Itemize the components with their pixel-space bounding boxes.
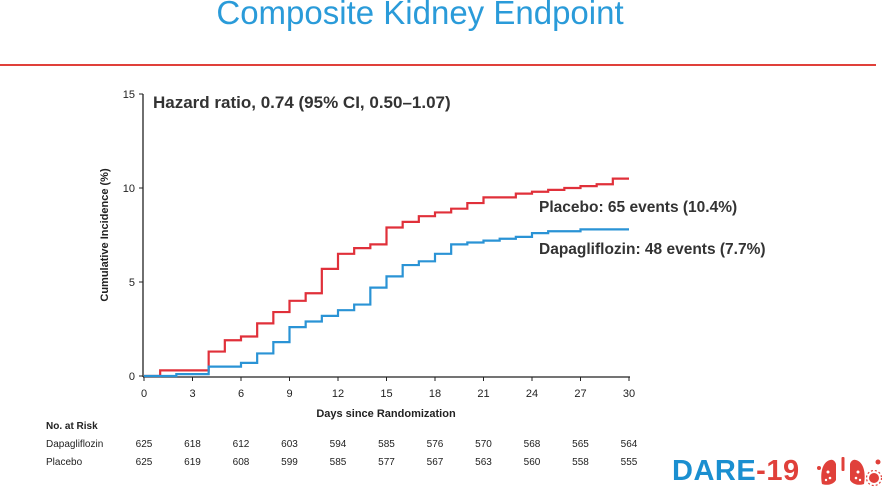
hazard-ratio-annotation: Hazard ratio, 0.74 (95% CI, 0.50–1.07)	[153, 93, 451, 112]
risk-cell: 564	[620, 439, 638, 450]
risk-cell: 560	[523, 457, 541, 468]
km-chart: 0 5 10 15 0 3 6 9 12 15 18 21 24 27 30 Hazard ratio, 0…	[99, 89, 766, 420]
logo-text-dare: DARE	[672, 455, 757, 487]
y-tick-label: 15	[123, 89, 135, 101]
risk-table-header: No. at Risk	[46, 421, 98, 432]
y-tick-label: 10	[123, 183, 135, 195]
risk-cell: 555	[620, 457, 638, 468]
risk-cell: 608	[232, 457, 250, 468]
x-tick-label: 6	[238, 388, 244, 400]
lungs-virus-icon	[817, 457, 882, 487]
risk-row-label: Dapagliflozin	[46, 439, 104, 450]
risk-cell: 565	[572, 439, 589, 450]
risk-cell: 567	[426, 457, 444, 468]
slide-title: Composite Kidney Endpoint	[216, 0, 624, 31]
risk-cell: 577	[378, 457, 395, 468]
risk-cell: 563	[475, 457, 492, 468]
logo-text: DARE-19	[672, 455, 800, 488]
x-tick-label: 12	[332, 388, 344, 400]
y-tick-label: 5	[129, 277, 135, 289]
risk-cell: 576	[426, 439, 444, 450]
risk-cell: 568	[523, 439, 541, 450]
x-tick-label: 9	[286, 388, 292, 400]
x-tick-label: 0	[141, 388, 147, 400]
x-tick-label: 21	[477, 388, 489, 400]
series-line-dapagliflozin	[144, 228, 629, 378]
title-divider	[0, 64, 876, 66]
x-tick-label: 18	[429, 388, 441, 400]
x-tick-label: 27	[574, 388, 586, 400]
risk-cell: 594	[329, 439, 347, 450]
risk-row-placebo: Placebo 625 619 608 599 585 577 567 563 560 558 555	[0, 457, 700, 473]
risk-cell: 599	[281, 457, 298, 468]
y-tick-label: 0	[129, 371, 135, 383]
risk-cell: 619	[184, 457, 201, 468]
risk-cell: 585	[329, 457, 347, 468]
chart-axes: 0 5 10 15 0 3 6 9 12 15 18 21 24 27 30	[123, 89, 635, 400]
risk-cell: 558	[572, 457, 589, 468]
risk-cell: 612	[232, 439, 250, 450]
y-axis-label: Cumulative Incidence (%)	[99, 168, 111, 302]
x-axis-label: Days since Randomization	[316, 408, 456, 420]
logo-text-19: -19	[756, 455, 800, 487]
risk-cell: 585	[378, 439, 395, 450]
risk-cell: 570	[475, 439, 492, 450]
x-tick-label: 30	[623, 388, 635, 400]
dare19-logo: DARE-19	[672, 455, 890, 487]
x-tick-label: 24	[526, 388, 538, 400]
chart-series	[144, 177, 629, 378]
risk-cell: 625	[135, 457, 153, 468]
risk-cell: 603	[281, 439, 298, 450]
risk-cell: 625	[135, 439, 153, 450]
risk-row-label: Placebo	[46, 457, 83, 468]
series-line-placebo	[144, 177, 629, 378]
risk-cell: 618	[184, 439, 201, 450]
dapagliflozin-series-label: Dapagliflozin: 48 events (7.7%)	[539, 241, 766, 258]
risk-row-dapagliflozin: Dapagliflozin 625 618 612 603 594 585 576 570 568…	[0, 439, 700, 455]
x-tick-label: 3	[189, 388, 195, 400]
placebo-series-label: Placebo: 65 events (10.4%)	[539, 199, 737, 216]
x-tick-label: 15	[380, 388, 392, 400]
